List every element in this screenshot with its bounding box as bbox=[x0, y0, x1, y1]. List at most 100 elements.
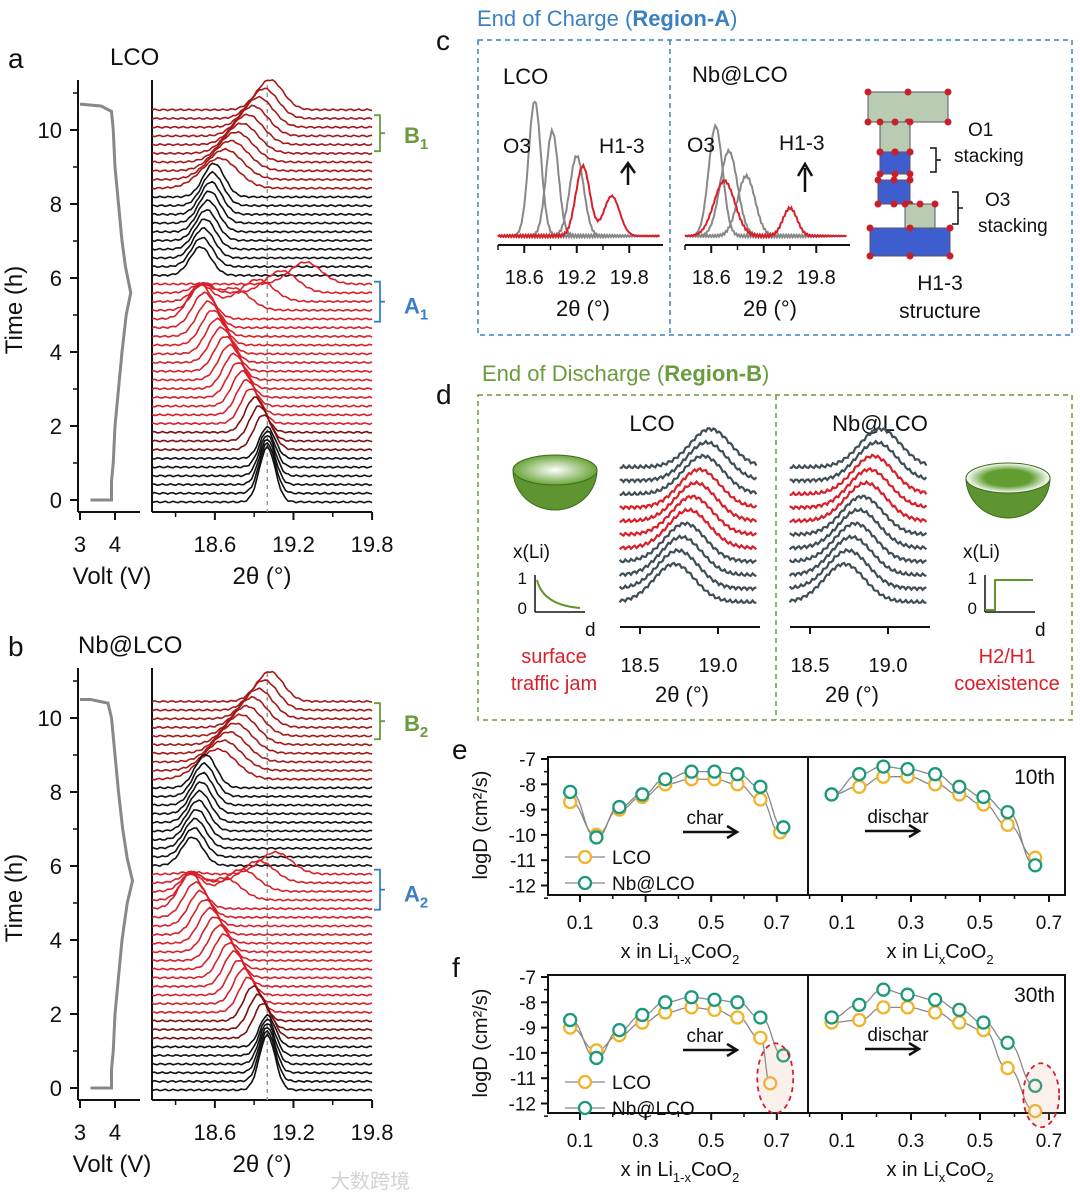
oxygen-atom bbox=[946, 224, 954, 232]
concentration-profile bbox=[985, 579, 1033, 611]
xrd-trace bbox=[789, 494, 928, 538]
xrd-trace bbox=[151, 438, 373, 487]
xrd-trace bbox=[151, 147, 373, 182]
oxygen-atom bbox=[891, 170, 899, 178]
data-point-lco bbox=[763, 1076, 778, 1091]
bracket-a-letter: A bbox=[404, 882, 420, 907]
y-tick-label: -7 bbox=[519, 750, 536, 771]
region-b-box bbox=[477, 394, 1073, 721]
xrd-spectrum bbox=[497, 100, 660, 240]
data-point-nb-lco bbox=[635, 787, 650, 802]
time-tick-label: 8 bbox=[50, 192, 62, 217]
xrd-trace bbox=[151, 396, 373, 434]
oxygen-atom bbox=[946, 252, 954, 260]
particle-coexistence-surface bbox=[965, 462, 1051, 494]
cycle-label: 10th bbox=[1014, 766, 1055, 789]
bracket-a-sub: 1 bbox=[420, 307, 428, 324]
y-axis-title: logD (cm²/s) bbox=[470, 771, 492, 880]
oxygen-atom bbox=[874, 176, 882, 184]
o1-label: O1 bbox=[968, 120, 993, 141]
x-tick-label: 0.3 bbox=[632, 1131, 658, 1152]
y-tick-label: -9 bbox=[519, 1019, 536, 1040]
y-tick-label: -11 bbox=[510, 1069, 536, 1090]
x-tick-label: 0.1 bbox=[567, 913, 593, 934]
data-point-nb-lco bbox=[852, 997, 867, 1012]
xrd-trace bbox=[151, 198, 373, 234]
xrd-trace bbox=[618, 506, 758, 551]
oxygen-atom bbox=[890, 200, 898, 208]
arrow-up-icon bbox=[796, 161, 814, 192]
o3-label: O3 bbox=[687, 134, 715, 157]
xlabel-sub: 1-x bbox=[673, 952, 692, 967]
data-point-nb-lco bbox=[952, 779, 967, 794]
xrd-trace bbox=[619, 427, 758, 470]
xlabel-sub: 1-x bbox=[673, 1170, 692, 1185]
time-tick-label: 10 bbox=[38, 706, 62, 731]
x-tick-label: 0.1 bbox=[829, 913, 855, 934]
xrd-trace bbox=[151, 687, 373, 721]
xrd-spectrum bbox=[497, 154, 660, 240]
xrd-trace bbox=[788, 521, 927, 565]
xrd-trace bbox=[151, 889, 373, 928]
cycle-label: 30th bbox=[1014, 984, 1055, 1007]
theta-axis-title: 2θ (°) bbox=[743, 296, 797, 321]
xrd-trace bbox=[151, 335, 373, 373]
theta-axis-title: 2θ (°) bbox=[233, 563, 292, 590]
oxygen-atom bbox=[906, 176, 914, 184]
bracket-b bbox=[374, 702, 385, 741]
data-point-lco bbox=[1000, 1060, 1015, 1076]
data-point-nb-lco bbox=[707, 764, 722, 779]
xrd-trace bbox=[151, 139, 373, 173]
y-tick-label: -11 bbox=[510, 851, 536, 872]
xrd-trace bbox=[151, 739, 373, 773]
oxygen-atom bbox=[931, 200, 939, 208]
xrd-trace bbox=[151, 799, 373, 833]
data-point-nb-lco bbox=[852, 767, 867, 782]
tick-label: 19.8 bbox=[797, 267, 836, 289]
oxygen-atom bbox=[864, 88, 872, 96]
xrd-trace bbox=[151, 190, 373, 225]
caption-line: surface bbox=[521, 646, 587, 668]
oxygen-atom bbox=[904, 88, 912, 96]
data-point-nb-lco bbox=[658, 995, 673, 1010]
o3-stack-label: O3 bbox=[985, 190, 1010, 211]
y-tick-label: -7 bbox=[519, 968, 536, 989]
xrd-trace bbox=[151, 960, 373, 997]
tick-label: 18.6 bbox=[692, 267, 731, 289]
legend-label: LCO bbox=[612, 1073, 651, 1094]
xrd-trace bbox=[151, 1026, 373, 1075]
oxygen-atom bbox=[874, 200, 882, 208]
data-point-nb-lco bbox=[658, 772, 673, 787]
xrd-trace bbox=[151, 162, 373, 199]
legend-marker bbox=[577, 1100, 593, 1116]
xlabel-sub: 2 bbox=[986, 952, 993, 967]
xrd-trace bbox=[151, 113, 373, 147]
theta-tick-label: 19.2 bbox=[272, 532, 315, 557]
legend-label: LCO bbox=[612, 848, 651, 869]
xrd-trace bbox=[151, 1002, 373, 1040]
y-tick-label: -10 bbox=[509, 1044, 536, 1065]
data-point-nb-lco bbox=[876, 759, 891, 774]
tick-label: 18.5 bbox=[621, 655, 660, 677]
xrd-trace bbox=[151, 441, 373, 495]
oxygen-atom bbox=[916, 200, 924, 208]
legend-label: Nb@LCO bbox=[612, 874, 695, 895]
volt-axis-title: Volt (V) bbox=[73, 1151, 152, 1178]
xrd-spectrum bbox=[497, 162, 661, 240]
title-text: End of Discharge ( bbox=[482, 361, 665, 386]
panel-label: f bbox=[452, 952, 460, 983]
data-point-nb-lco bbox=[612, 799, 627, 815]
time-tick-label: 4 bbox=[50, 928, 62, 953]
xrd-trace bbox=[151, 122, 373, 156]
xrd-trace bbox=[151, 180, 373, 217]
xrd-trace bbox=[151, 326, 373, 365]
xrd-trace bbox=[151, 369, 373, 408]
xrd-trace bbox=[789, 427, 928, 470]
zero-label: 0 bbox=[518, 599, 527, 618]
xrd-trace bbox=[151, 880, 373, 919]
title-bold: Region-A bbox=[632, 6, 730, 31]
xlabel-sub: x bbox=[939, 1170, 946, 1185]
data-point-nb-lco bbox=[684, 990, 699, 1005]
d-label: d bbox=[1035, 620, 1046, 641]
arrow-right-icon bbox=[683, 1042, 740, 1058]
